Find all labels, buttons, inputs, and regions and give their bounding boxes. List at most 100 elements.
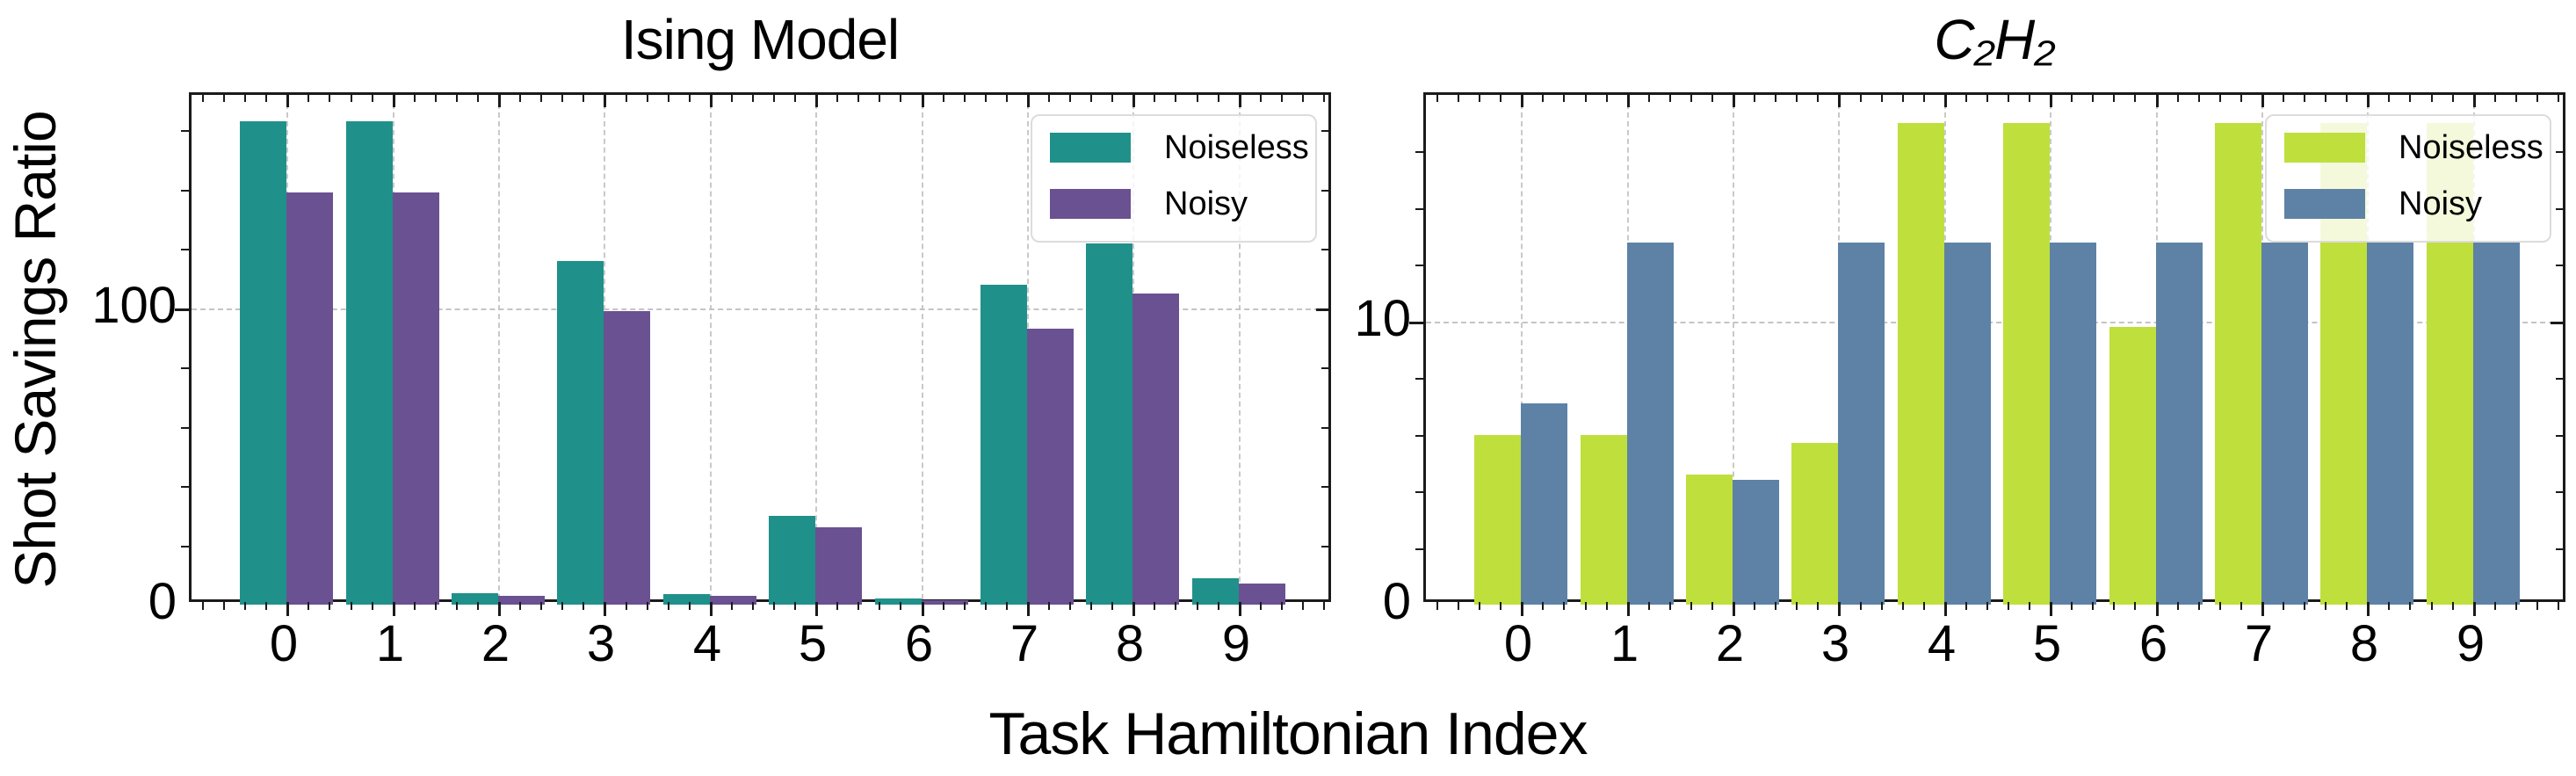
- tick-mark: [1090, 95, 1092, 102]
- tick-mark: [1648, 95, 1650, 102]
- bar-noiseless: [452, 593, 498, 605]
- tick-mark: [2409, 602, 2411, 610]
- legend-swatch-noiseless: [2284, 133, 2365, 163]
- tick-mark: [582, 95, 584, 102]
- tick-mark: [943, 602, 944, 610]
- bar-noiseless: [346, 121, 393, 605]
- tick-mark: [181, 249, 189, 250]
- tick-mark: [265, 95, 267, 102]
- grid-line-vertical: [815, 95, 817, 599]
- tick-mark: [223, 602, 225, 610]
- legend-label: Noiseless: [2399, 129, 2543, 166]
- bar-noisy: [498, 596, 545, 605]
- tick-mark: [604, 95, 606, 107]
- tick-mark: [1585, 95, 1587, 102]
- tick-mark: [2092, 95, 2094, 102]
- tick-mark: [1690, 602, 1692, 610]
- bar-noisy: [922, 600, 968, 605]
- tick-mark: [879, 95, 880, 102]
- tick-mark: [626, 602, 627, 610]
- tick-mark: [1881, 602, 1883, 610]
- bar-noisy: [1027, 329, 1074, 605]
- tick-mark: [1027, 602, 1030, 616]
- tick-mark: [836, 602, 838, 610]
- tick-mark: [794, 95, 796, 102]
- legend-label: Noisy: [1164, 185, 1248, 222]
- x-tick-label: 3: [1820, 615, 1850, 672]
- tick-mark: [1796, 95, 1798, 102]
- legend-swatch-noisy: [2284, 189, 2365, 219]
- tick-mark: [1321, 249, 1328, 250]
- tick-mark: [668, 95, 669, 102]
- tick-mark: [815, 602, 818, 616]
- tick-mark: [1175, 95, 1176, 102]
- x-tick-label: 4: [692, 615, 722, 672]
- tick-mark: [1027, 95, 1030, 107]
- bar-noisy: [710, 596, 756, 605]
- tick-mark: [329, 602, 330, 610]
- legend-label: Noiseless: [1164, 129, 1309, 166]
- tick-mark: [1542, 95, 1544, 102]
- tick-mark: [2556, 435, 2563, 437]
- tick-mark: [519, 95, 521, 102]
- tick-mark: [181, 367, 189, 369]
- tick-mark: [1521, 95, 1523, 107]
- tick-mark: [1415, 378, 1423, 380]
- x-tick-label: 4: [1927, 615, 1957, 672]
- tick-mark: [1860, 602, 1862, 610]
- bar-noiseless: [1474, 435, 1521, 605]
- x-tick-label: 5: [2032, 615, 2062, 672]
- tick-mark: [1775, 95, 1776, 102]
- tick-mark: [1111, 95, 1113, 102]
- tick-mark: [900, 95, 901, 102]
- tick-mark: [2558, 95, 2559, 102]
- bar-noisy: [1733, 480, 1779, 605]
- tick-mark: [1239, 602, 1241, 616]
- legend: Noiseless Noisy: [1031, 114, 1317, 243]
- bar-noisy: [1627, 243, 1674, 605]
- tick-mark: [2029, 95, 2030, 102]
- tick-mark: [985, 95, 987, 102]
- tick-mark: [2283, 95, 2284, 102]
- tick-mark: [2556, 378, 2563, 380]
- tick-mark: [1415, 435, 1423, 437]
- tick-mark: [1775, 602, 1776, 610]
- bar-noisy: [815, 527, 862, 605]
- tick-mark: [414, 95, 416, 102]
- tick-mark: [1733, 602, 1735, 616]
- tick-mark: [1260, 95, 1262, 102]
- tick-mark: [1218, 602, 1219, 610]
- tick-mark: [1239, 95, 1241, 107]
- tick-mark: [244, 95, 246, 102]
- tick-mark: [1316, 308, 1328, 311]
- tick-mark: [223, 95, 225, 102]
- tick-mark: [2177, 95, 2179, 102]
- bar-noiseless: [240, 121, 286, 605]
- tick-mark: [1606, 95, 1608, 102]
- tick-mark: [2219, 602, 2221, 610]
- tick-mark: [540, 95, 542, 102]
- bar-noisy: [1944, 243, 1991, 605]
- tick-mark: [519, 602, 521, 610]
- tick-mark: [1006, 602, 1008, 610]
- tick-mark: [1218, 95, 1219, 102]
- tick-mark: [2283, 602, 2284, 610]
- x-tick-label: 6: [2138, 615, 2168, 672]
- tick-mark: [1627, 95, 1630, 107]
- tick-mark: [2556, 491, 2563, 493]
- tick-mark: [1690, 95, 1692, 102]
- tick-mark: [265, 602, 267, 610]
- tick-mark: [710, 95, 713, 107]
- tick-mark: [604, 602, 606, 616]
- bar-noisy: [2367, 243, 2413, 605]
- tick-mark: [456, 602, 458, 610]
- tick-mark: [1321, 190, 1328, 192]
- tick-mark: [964, 95, 966, 102]
- tick-mark: [1281, 602, 1283, 610]
- tick-mark: [815, 95, 818, 107]
- tick-mark: [1500, 95, 1501, 102]
- tick-mark: [372, 95, 373, 102]
- tick-mark: [647, 95, 648, 102]
- bar-noiseless: [2215, 123, 2261, 605]
- tick-mark: [1415, 548, 1423, 550]
